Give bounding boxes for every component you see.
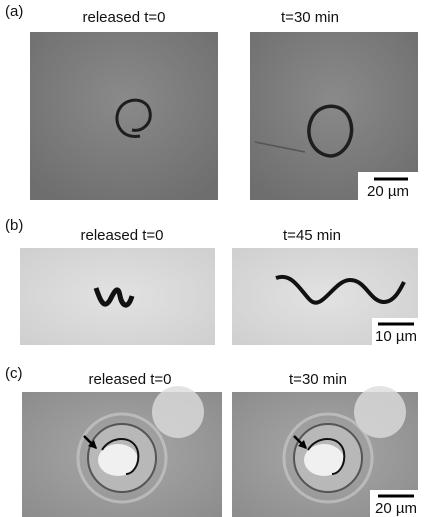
- scale-bar-label: 20 µm: [367, 183, 409, 200]
- image-title: t=30 min: [281, 9, 339, 26]
- micrograph: [20, 248, 215, 345]
- micrograph: 10 µm: [232, 248, 418, 345]
- panel-label: (b): [5, 217, 23, 234]
- micrograph: 20 µm: [232, 386, 418, 517]
- image-title: t=30 min: [289, 371, 347, 388]
- micrograph: [22, 386, 222, 517]
- image-title: released t=0: [83, 9, 166, 26]
- image-title: released t=0: [89, 371, 172, 388]
- image-title: t=45 min: [283, 227, 341, 244]
- scale-bar-label: 20 µm: [375, 500, 417, 517]
- micrograph: 20 µm: [250, 32, 418, 200]
- micrograph: [30, 32, 218, 200]
- image-title: released t=0: [81, 227, 164, 244]
- scale-bar-label: 10 µm: [375, 328, 417, 345]
- panel-label: (a): [5, 3, 23, 20]
- panel-label: (c): [5, 365, 23, 382]
